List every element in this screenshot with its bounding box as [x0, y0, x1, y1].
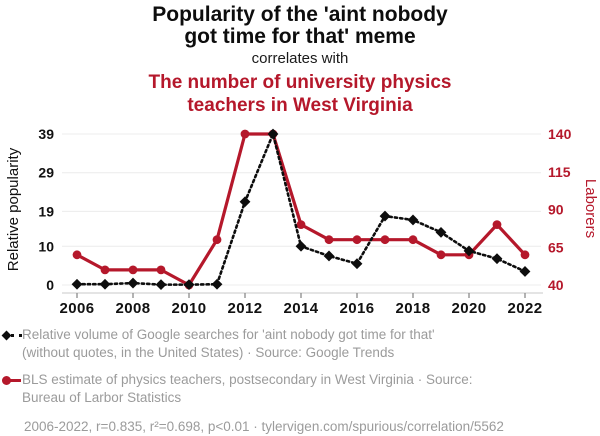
data-point-diamond	[99, 278, 111, 290]
dotted-line-icon	[11, 334, 22, 337]
gridlines	[62, 133, 541, 286]
data-point-circle	[212, 235, 222, 245]
diamond-icon	[1, 330, 12, 341]
circle-icon	[2, 376, 11, 385]
series-google-trends	[71, 128, 531, 291]
data-point-diamond	[351, 258, 363, 270]
right-tick-label: 140	[548, 126, 572, 142]
black-diamond-dotted-line-icon	[1, 330, 22, 342]
subtitle-line-1: The number of university physics	[148, 72, 452, 93]
series-physics-teachers	[72, 129, 530, 290]
data-point-circle	[492, 220, 502, 230]
legend-item-bls: BLS estimate of physics teachers, postse…	[2, 371, 600, 407]
x-tick-label: 2014	[284, 300, 319, 317]
correlates-with-label: correlates with	[251, 50, 349, 67]
x-tick-label: 2022	[508, 300, 543, 317]
data-point-diamond	[183, 279, 195, 291]
left-axis-labels: 0 10 19 29 39	[38, 126, 54, 293]
data-point-circle	[436, 250, 446, 260]
data-point-circle	[72, 250, 82, 260]
data-point-diamond	[155, 279, 167, 291]
legend-item-google-trends: Relative volume of Google searches for '…	[1, 326, 600, 362]
left-tick-label: 10	[38, 238, 54, 254]
solid-line-icon	[9, 379, 21, 382]
data-point-circle	[408, 235, 418, 245]
data-point-diamond	[435, 226, 447, 238]
right-tick-label: 115	[548, 164, 571, 180]
x-tick-label: 2008	[116, 300, 151, 317]
x-tick-label: 2016	[340, 300, 375, 317]
x-tick-label: 2010	[172, 300, 207, 317]
legend-text-bls: BLS estimate of physics teachers, postse…	[22, 371, 472, 407]
data-point-diamond	[71, 278, 83, 290]
data-point-circle	[380, 235, 390, 245]
legend-bls-line-2: Bureau of Larbor Statistics	[22, 390, 182, 405]
x-tick-label: 2012	[228, 300, 263, 317]
x-axis: 2006 2008 2010 2012 2014 2016 2018 2020 2022	[60, 292, 543, 317]
data-point-diamond	[295, 240, 307, 252]
title-line-1: Popularity of the 'aint nobody	[152, 3, 448, 26]
x-tick-label: 2018	[396, 300, 431, 317]
data-point-circle	[352, 235, 362, 245]
x-tick-label: 2020	[452, 300, 487, 317]
chart-header: Popularity of the 'aint nobody got time …	[0, 4, 600, 117]
red-circle-solid-line-icon	[2, 375, 22, 387]
data-point-diamond	[267, 128, 279, 140]
data-point-circle	[324, 235, 334, 245]
data-point-diamond	[463, 245, 475, 257]
left-tick-label: 19	[38, 203, 54, 219]
data-point-diamond	[239, 196, 251, 208]
data-point-diamond	[407, 214, 419, 226]
right-axis-title: Laborers	[582, 179, 599, 238]
left-axis-title: Relative popularity	[5, 147, 22, 271]
legend-text-google-trends: Relative volume of Google searches for '…	[22, 326, 435, 362]
right-axis-labels: 40 65 90 115 140	[548, 126, 572, 293]
data-point-diamond	[379, 210, 391, 222]
right-tick-label: 90	[548, 202, 564, 218]
right-tick-label: 65	[548, 239, 564, 255]
right-tick-label: 40	[548, 277, 564, 293]
left-tick-label: 39	[38, 126, 54, 142]
stats-note: 2006-2022, r=0.835, r²=0.698, p<0.01 · t…	[24, 419, 504, 434]
data-point-diamond	[127, 277, 139, 289]
data-point-diamond	[323, 250, 335, 262]
legend-bls-line-1: BLS estimate of physics teachers, postse…	[22, 372, 473, 387]
data-point-circle	[156, 265, 166, 275]
title-line-2: got time for that' meme	[184, 25, 416, 48]
data-point-circle	[240, 129, 250, 139]
left-tick-label: 0	[46, 277, 54, 293]
data-point-diamond	[491, 253, 503, 265]
data-point-circle	[100, 265, 110, 275]
data-point-diamond	[211, 278, 223, 290]
data-point-diamond	[519, 266, 531, 277]
page-title: Popularity of the 'aint nobody got time …	[0, 4, 600, 48]
data-point-circle	[296, 220, 306, 230]
legend-google-line-1: Relative volume of Google searches for '…	[22, 327, 435, 342]
x-tick-label: 2006	[60, 300, 95, 317]
chart-area: 2006 2008 2010 2012 2014 2016 2018 2020 2022 0 10 1…	[0, 117, 600, 323]
left-tick-label: 29	[38, 165, 54, 181]
data-point-circle	[520, 250, 530, 260]
data-point-circle	[128, 265, 138, 275]
chart-footer: Relative volume of Google searches for '…	[0, 326, 600, 434]
subtitle-line-2: teachers in West Virginia	[187, 95, 413, 116]
dual-axis-line-chart: 2006 2008 2010 2012 2014 2016 2018 2020 2022 0 10 1…	[5, 126, 599, 317]
legend-google-line-2: (without quotes, in the United States) ·…	[22, 345, 395, 360]
secondary-title: The number of university physics teacher…	[0, 71, 600, 117]
